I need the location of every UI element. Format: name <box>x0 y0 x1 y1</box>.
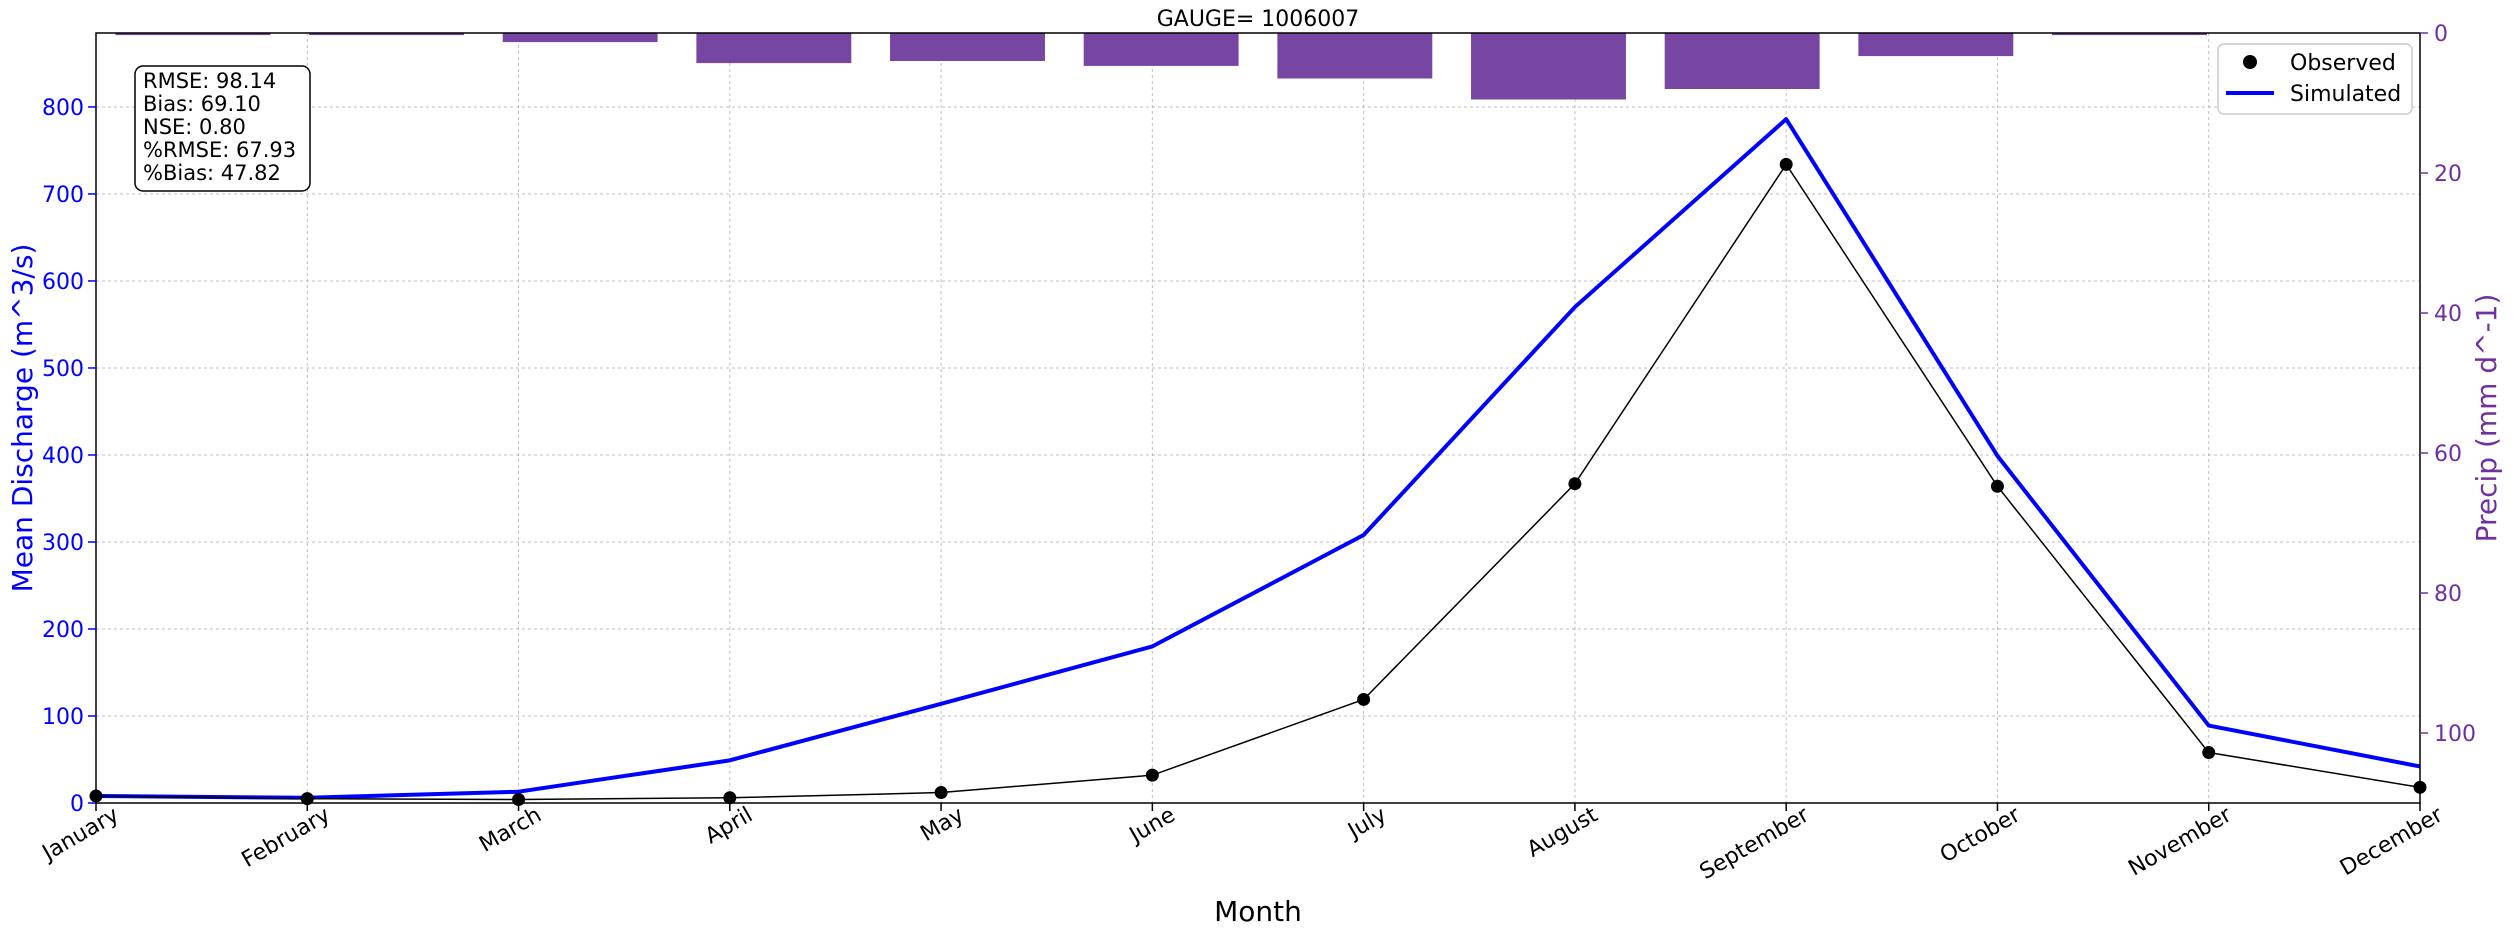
y-right-tick-label: 40 <box>2434 302 2462 327</box>
y-left-tick-label: 400 <box>42 444 84 469</box>
y-right-tick-label: 100 <box>2434 722 2476 747</box>
stats-box-frame <box>134 65 311 192</box>
x-tick-label: August <box>1523 802 1602 862</box>
chart-title: GAUGE= 1006007 <box>1157 7 1360 32</box>
grid-layer <box>95 33 2421 804</box>
y-left-tick-label: 700 <box>42 183 84 208</box>
plot-frame <box>95 32 2421 804</box>
stats-pct-rmse: %RMSE: 67.93 <box>143 138 296 162</box>
precip-bar <box>696 33 852 64</box>
precip-bar <box>1083 33 1239 66</box>
precip-bar <box>309 33 464 36</box>
y-right-tick-label: 20 <box>2434 162 2462 187</box>
axes: 0100200300400500600700800020406080100Jan… <box>37 22 2476 885</box>
stats-box: RMSE: 98.14 Bias: 69.10 NSE: 0.80 %RMSE:… <box>134 65 311 192</box>
observed-point <box>1145 768 1159 782</box>
y-left-tick-label: 600 <box>42 270 84 295</box>
observed-point <box>1779 157 1793 171</box>
x-tick-label: December <box>2336 802 2448 881</box>
y-right-tick-label: 0 <box>2434 22 2448 47</box>
observed-point <box>300 792 314 806</box>
x-tick-label: May <box>916 803 968 847</box>
stats-nse: NSE: 0.80 <box>143 115 246 139</box>
precip-bar <box>1664 33 1820 89</box>
legend-simulated-label: Simulated <box>2290 82 2401 107</box>
stats-pct-bias: %Bias: 47.82 <box>143 161 281 185</box>
observed-line <box>95 163 2421 801</box>
y-axis-right-label: Precip (mm d^-1) <box>2470 294 2503 543</box>
observed-point <box>1357 692 1371 706</box>
y-right-tick-label: 60 <box>2434 442 2462 467</box>
simulated-line <box>95 117 2421 800</box>
y-left-tick-label: 200 <box>42 618 84 643</box>
y-left-tick-label: 300 <box>42 531 84 556</box>
x-tick-label: March <box>475 803 546 858</box>
precip-bars <box>115 33 2207 100</box>
x-tick-label: April <box>701 803 757 850</box>
observed-point <box>1990 479 2004 493</box>
legend-frame <box>2217 43 2413 115</box>
y-left-tick-label: 0 <box>70 792 84 817</box>
legend-observed-marker <box>2243 55 2257 69</box>
precip-bar <box>115 33 271 36</box>
series-lines <box>89 117 2427 807</box>
stats-rmse: RMSE: 98.14 <box>143 69 276 93</box>
stats-bias: Bias: 69.10 <box>143 92 261 116</box>
x-tick-label: September <box>1696 802 1815 885</box>
observed-point <box>1568 477 1582 491</box>
observed-point <box>723 791 737 805</box>
precip-bar <box>502 33 658 43</box>
precip-bar <box>1277 33 1433 79</box>
y-axis-left-label: Mean Discharge (m^3/s) <box>6 244 39 593</box>
y-left-tick-label: 100 <box>42 705 84 730</box>
x-axis-label: Month <box>1214 895 1302 928</box>
precip-bar <box>890 33 1045 61</box>
x-tick-label: February <box>238 803 335 873</box>
y-left-tick-label: 500 <box>42 357 84 382</box>
y-right-tick-label: 80 <box>2434 582 2462 607</box>
observed-point <box>2202 746 2216 760</box>
legend-observed-label: Observed <box>2290 51 2396 76</box>
y-left-tick-label: 800 <box>42 96 84 121</box>
precip-bar <box>2052 33 2207 36</box>
x-tick-label: July <box>1342 803 1391 845</box>
precip-bar <box>1858 33 2014 57</box>
legend: Observed Simulated <box>2217 43 2413 115</box>
precip-bar <box>1471 33 1626 100</box>
x-tick-label: October <box>1936 802 2026 868</box>
x-tick-label: November <box>2124 802 2236 881</box>
observed-point <box>934 786 948 800</box>
